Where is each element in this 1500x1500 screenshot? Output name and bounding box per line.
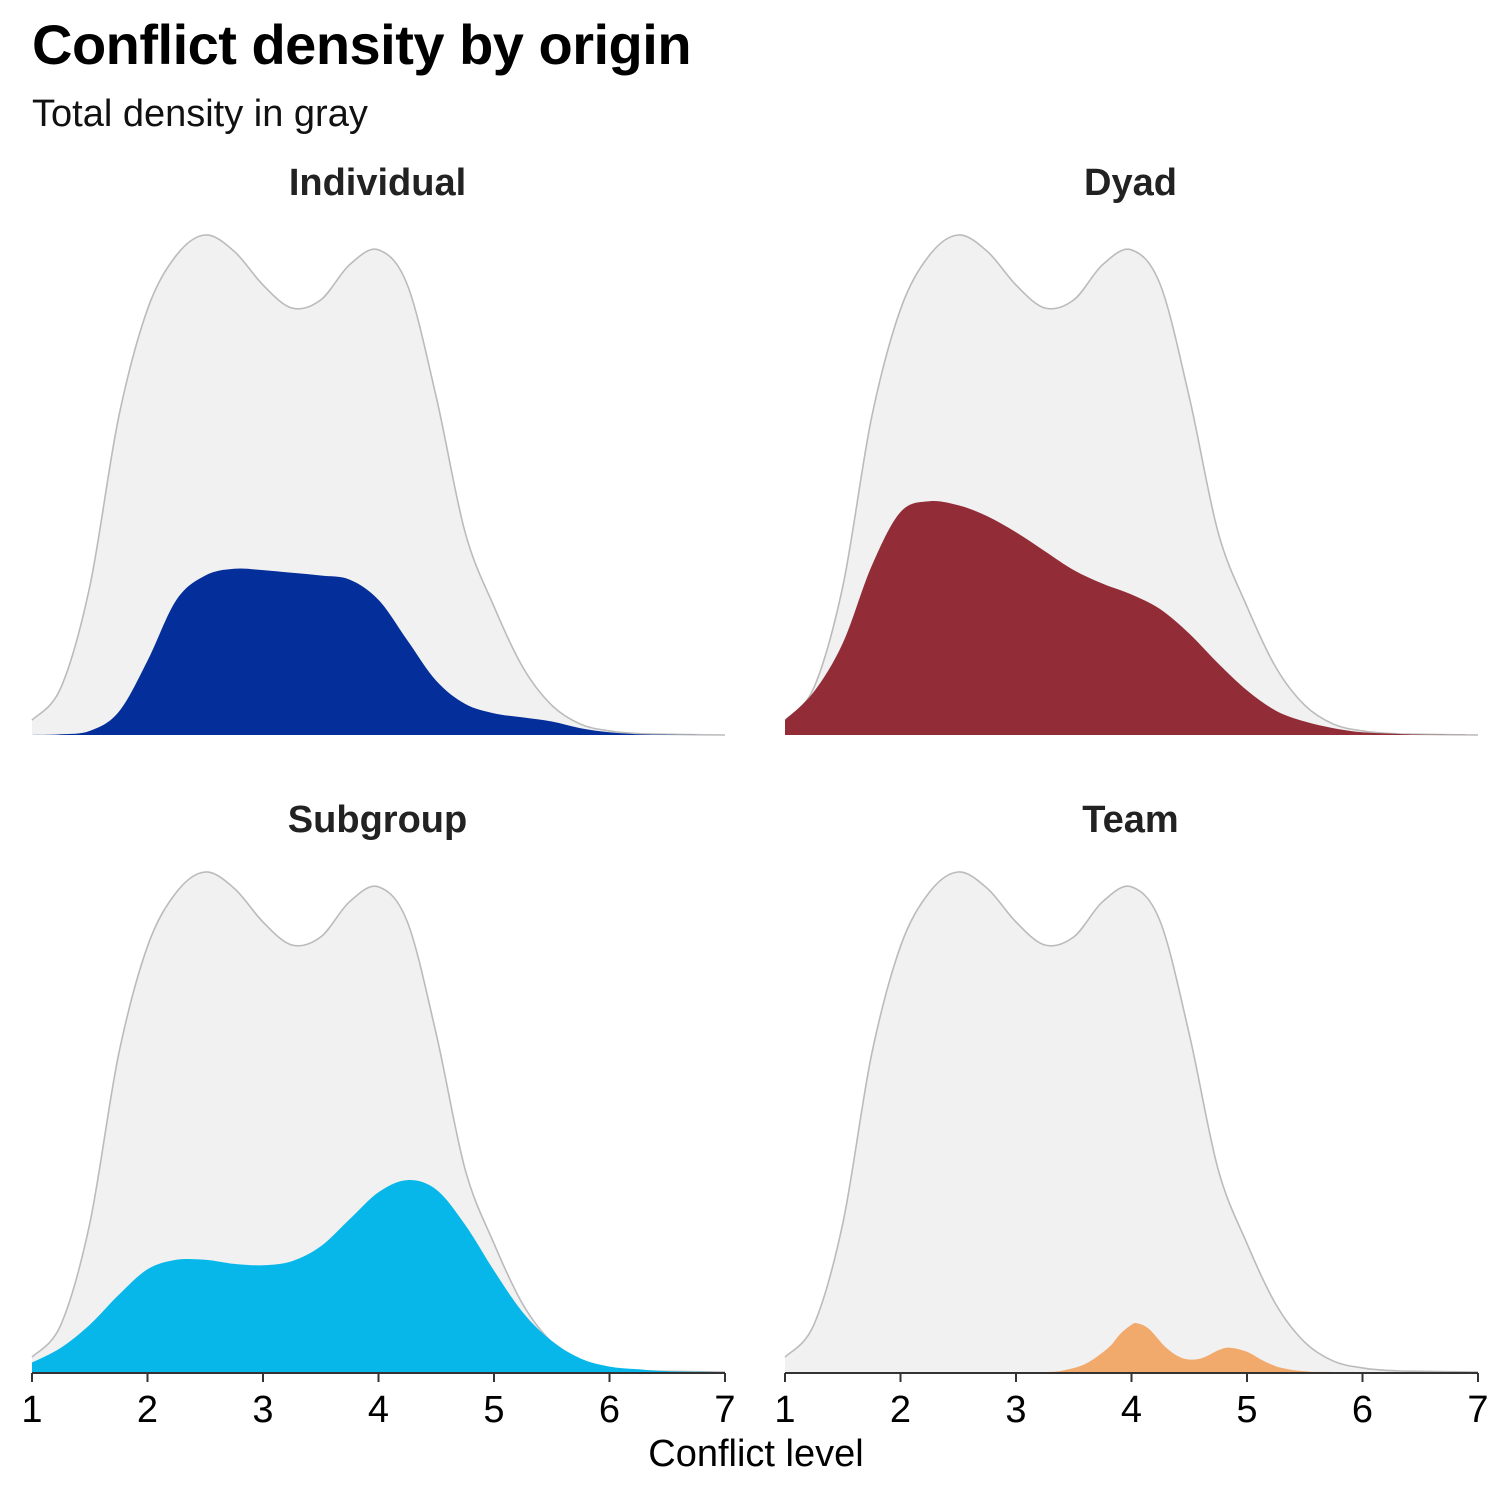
x-tick-label-team-7: 7 bbox=[1467, 1389, 1488, 1431]
x-tick-label-team-1: 1 bbox=[774, 1389, 795, 1431]
total-density-outline-dyad bbox=[784, 234, 1479, 736]
facet-panel-subgroup: Subgroup 1 2 3 4 5 6 7 bbox=[21, 799, 735, 1431]
x-axis-label: Conflict level bbox=[648, 1433, 864, 1475]
chart-title: Conflict density by origin bbox=[32, 13, 692, 76]
total-density-outline-team bbox=[784, 871, 1479, 1373]
chart-subtitle: Total density in gray bbox=[32, 93, 368, 135]
facet-title-team: Team bbox=[1082, 799, 1178, 841]
x-tick-label-subgroup-1: 1 bbox=[21, 1389, 42, 1431]
density-area-dyad bbox=[785, 500, 1478, 735]
x-tick-label-team-5: 5 bbox=[1236, 1389, 1257, 1431]
density-area-subgroup bbox=[32, 1180, 725, 1372]
x-tick-label-team-4: 4 bbox=[1121, 1389, 1142, 1431]
facet-panel-individual: Individual bbox=[31, 162, 726, 736]
facet-panel-dyad: Dyad bbox=[784, 162, 1479, 736]
x-tick-label-subgroup-7: 7 bbox=[714, 1389, 735, 1431]
facet-title-dyad: Dyad bbox=[1084, 162, 1177, 204]
facet-title-individual: Individual bbox=[289, 162, 466, 204]
total-density-outline-individual bbox=[31, 234, 726, 736]
x-tick-label-team-2: 2 bbox=[890, 1389, 911, 1431]
x-tick-label-team-3: 3 bbox=[1005, 1389, 1026, 1431]
x-tick-label-subgroup-3: 3 bbox=[252, 1389, 273, 1431]
facet-title-subgroup: Subgroup bbox=[288, 799, 467, 841]
density-area-individual bbox=[32, 568, 725, 735]
density-area-team bbox=[785, 1323, 1478, 1373]
x-tick-label-subgroup-6: 6 bbox=[599, 1389, 620, 1431]
facet-panel-team: Team 1 2 3 4 5 6 7 bbox=[774, 799, 1488, 1431]
x-tick-label-subgroup-2: 2 bbox=[137, 1389, 158, 1431]
total-density-area-team bbox=[785, 871, 1478, 1372]
x-tick-label-subgroup-4: 4 bbox=[368, 1389, 389, 1431]
x-tick-label-team-6: 6 bbox=[1352, 1389, 1373, 1431]
x-tick-label-subgroup-5: 5 bbox=[483, 1389, 504, 1431]
total-density-area-subgroup bbox=[32, 871, 725, 1372]
